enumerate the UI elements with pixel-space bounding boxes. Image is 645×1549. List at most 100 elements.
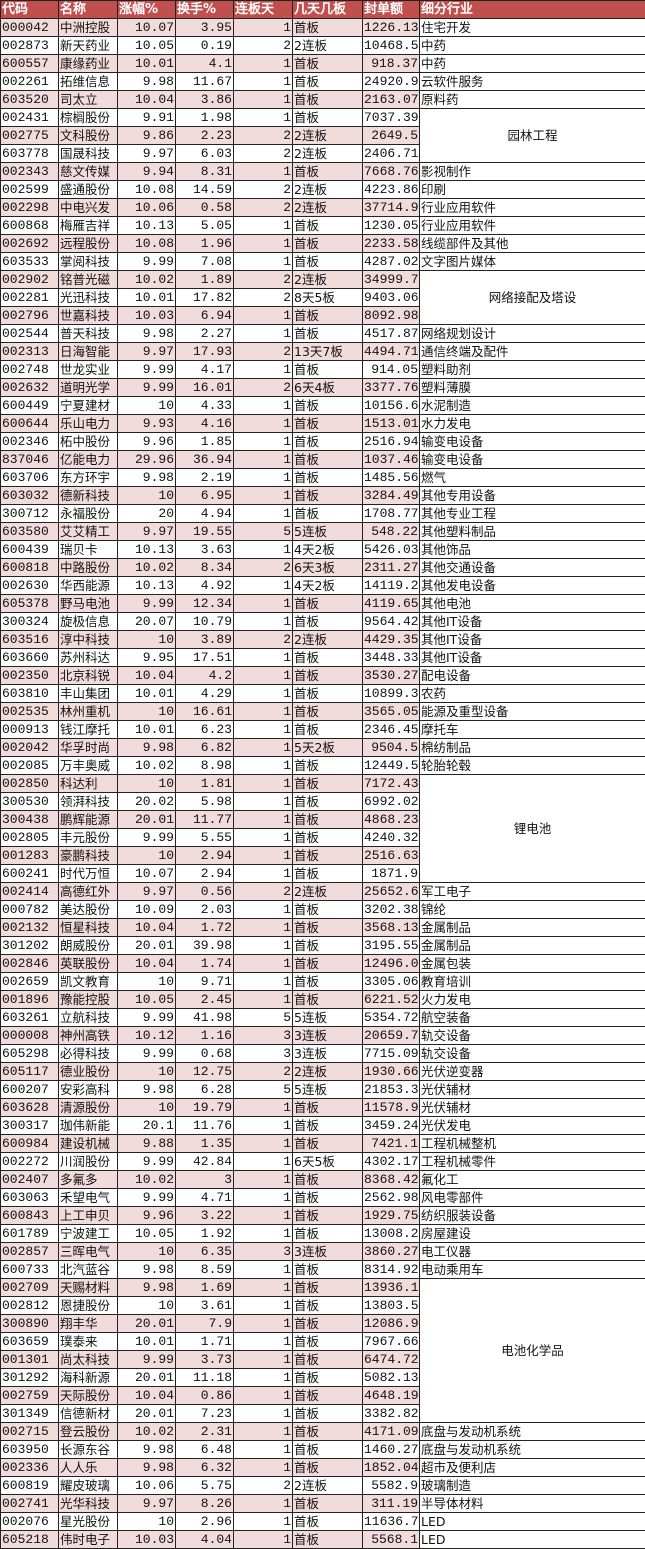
table-row[interactable]: 605117 德业股份 10 12.75 2 2连板 1930.66 光伏逆变器 [0, 1062, 645, 1081]
table-row[interactable]: 002535 林州重机 10 16.61 1 首板 3565.05 能源及重型设备 [0, 702, 645, 721]
table-row[interactable]: 600644 乐山电力 9.93 4.16 1 首板 1513.01 水力发电 [0, 414, 645, 433]
table-row[interactable]: 001896 豫能控股 10.05 2.45 1 首板 6221.52 火力发电 [0, 990, 645, 1009]
table-row[interactable]: 002350 北京科锐 10.04 4.2 1 首板 3530.27 配电设备 [0, 666, 645, 685]
table-row[interactable]: 002748 世龙实业 9.99 4.17 1 首板 914.05 塑料助剂 [0, 360, 645, 379]
table-row[interactable]: 603261 立航科技 9.99 41.98 5 5连板 5354.72 航空装备 [0, 1008, 645, 1027]
table-row[interactable]: 600241 时代万恒 10.07 2.94 1 首板 1871.9 [0, 864, 645, 883]
table-row[interactable]: 002599 盛通股份 10.08 14.59 2 2连板 4223.86 印刷 [0, 180, 645, 199]
table-row[interactable]: 600733 北汽蓝谷 9.98 8.59 1 首板 8314.92 电动乘用车 [0, 1260, 645, 1279]
table-row[interactable]: 002632 道明光学 9.99 16.01 2 6天4板 3377.76 塑料薄膜 [0, 378, 645, 397]
table-row[interactable]: 002343 慈文传媒 9.94 8.31 1 首板 7668.76 影视制作 [0, 162, 645, 181]
table-row[interactable]: 002336 人人乐 9.98 6.32 1 首板 1852.04 超市及便利店 [0, 1458, 645, 1477]
table-row[interactable]: 603063 禾望电气 9.99 4.71 1 首板 2562.98 风电零部件 [0, 1188, 645, 1207]
table-row[interactable]: 002715 登云股份 10.02 2.31 1 首板 4171.09 底盘与发动机系统 [0, 1422, 645, 1441]
table-row[interactable]: 603950 长源东谷 9.98 6.48 1 首板 1460.27 底盘与发动机系统 [0, 1440, 645, 1459]
table-row[interactable]: 300317 珈伟新能 20.1 11.76 1 首板 3459.24 光伏发电 [0, 1116, 645, 1135]
stock-name-cell: 丰山集团 [58, 684, 118, 703]
seal-amount-cell: 5426.03 [362, 540, 420, 559]
table-row[interactable]: 000782 美达股份 10.09 2.03 1 首板 3202.38 锦纶 [0, 900, 645, 919]
turnover-pct-cell: 4.71 [175, 1188, 234, 1207]
table-row[interactable]: 603778 国晟科技 9.97 6.03 2 2连板 2406.71 [0, 144, 645, 163]
table-row[interactable]: 002407 多氟多 10.02 3 1 首板 8368.42 氟化工 [0, 1170, 645, 1189]
table-row[interactable]: 002741 光华科技 9.97 8.26 1 首板 311.19 半导体材料 [0, 1494, 645, 1513]
table-row[interactable]: 600819 耀皮玻璃 10.06 5.75 2 2连板 5582.9 玻璃制造 [0, 1476, 645, 1495]
header-industry[interactable]: 细分行业 [419, 0, 645, 19]
table-row[interactable]: 603533 掌阅科技 9.99 7.08 1 首板 4287.02 文字图片媒体 [0, 252, 645, 271]
table-row[interactable]: 001301 尚太科技 9.99 3.73 1 首板 6474.72 [0, 1350, 645, 1369]
table-row[interactable]: 605378 野马电池 9.99 12.34 1 首板 4119.65 其他电池 [0, 594, 645, 613]
header-seal-amount[interactable]: 封单额 [362, 0, 420, 19]
header-name[interactable]: 名称 [58, 0, 118, 19]
table-row[interactable]: 002850 科达利 10 1.81 1 首板 7172.43 锂电池 [0, 774, 645, 883]
table-row[interactable]: 002346 柘中股份 9.96 1.85 1 首板 2516.94 输变电设备 [0, 432, 645, 451]
table-row[interactable]: 600984 建设机械 9.88 1.35 1 首板 7421.1 工程机械整机 [0, 1134, 645, 1153]
header-board-count[interactable]: 几天几板 [292, 0, 363, 19]
table-row[interactable]: 000913 钱江摩托 10.01 6.23 1 首板 2346.45 摩托车 [0, 720, 645, 739]
header-change-pct[interactable]: 涨幅% [117, 0, 176, 19]
table-row[interactable]: 002272 川润股份 9.99 42.84 1 6天5板 4302.17 工程机械零件 [0, 1152, 645, 1171]
board-count-cell: 首板 [292, 720, 363, 739]
table-row[interactable]: 002281 光迅科技 10.01 17.82 2 8天5板 9403.06 [0, 288, 645, 307]
table-row[interactable]: 603580 艾艾精工 9.97 19.55 5 5连板 548.22 其他塑料制品 [0, 522, 645, 541]
table-row[interactable]: 603660 苏州科达 9.95 17.51 1 首板 3448.33 其他IT设备 [0, 648, 645, 667]
table-row[interactable]: 600868 梅雁吉祥 10.13 5.05 1 首板 1230.05 行业应用软件 [0, 216, 645, 235]
industry-cell: 云软件服务 [419, 72, 645, 91]
header-consecutive-days[interactable]: 连板天 [233, 0, 293, 19]
table-row[interactable]: 002775 文科股份 9.86 2.23 2 2连板 2649.5 [0, 126, 645, 145]
table-row[interactable]: 301202 朗威股份 20.01 39.98 1 首板 3195.55 金属制品 [0, 936, 645, 955]
table-row[interactable]: 000042 中洲控股 10.07 3.95 1 首板 1226.13 住宅开发 [0, 18, 645, 37]
table-row[interactable]: 002659 凯文教育 10 9.71 1 首板 3305.06 教育培训 [0, 972, 645, 991]
table-row[interactable]: 300324 旋极信息 20.07 10.79 1 首板 9564.42 其他IT设备 [0, 612, 645, 631]
table-row[interactable]: 002313 日海智能 9.97 17.93 2 13天7板 4494.71 通信终端及配件 [0, 342, 645, 361]
header-code[interactable]: 代码 [0, 0, 59, 19]
table-row[interactable]: 002796 世嘉科技 10.03 6.94 1 首板 8092.98 [0, 306, 645, 325]
table-row[interactable]: 603516 淳中科技 10 3.89 2 2连板 4429.35 其他IT设备 [0, 630, 645, 649]
table-row[interactable]: 002857 三晖电气 10 6.35 3 3连板 3860.27 电工仪器 [0, 1242, 645, 1261]
board-count-cell: 首板 [292, 1278, 363, 1297]
table-row[interactable]: 002431 棕榈股份 9.91 1.98 1 首板 7037.39 园林工程 [0, 108, 645, 163]
table-row[interactable]: 002132 恒星科技 10.04 1.72 1 首板 3568.13 金属制品 [0, 918, 645, 937]
table-row[interactable]: 002873 新天药业 10.05 0.19 2 2连板 10468.5 中药 [0, 36, 645, 55]
table-row[interactable]: 603520 司太立 10.04 3.86 1 首板 2163.07 原料药 [0, 90, 645, 109]
table-row[interactable]: 603706 东方环宇 9.98 2.19 1 首板 1485.56 燃气 [0, 468, 645, 487]
table-row[interactable]: 600843 上工申贝 9.96 3.22 1 首板 1929.75 纺织服装设备 [0, 1206, 645, 1225]
table-row[interactable]: 600557 康缘药业 10.01 4.1 1 首板 918.37 中药 [0, 54, 645, 73]
table-row[interactable]: 837046 亿能电力 29.96 36.94 1 首板 1037.46 输变电设备 [0, 450, 645, 469]
consecutive-days-cell: 1 [233, 594, 293, 613]
table-row[interactable]: 002692 远程股份 10.08 1.96 1 首板 2233.58 线缆部件及其他 [0, 234, 645, 253]
table-row[interactable]: 301349 信德新材 20.01 7.23 1 首板 3382.82 [0, 1404, 645, 1423]
table-row[interactable]: 605298 必得科技 9.99 0.68 3 3连板 7715.09 轨交设备 [0, 1044, 645, 1063]
table-row[interactable]: 002042 华孚时尚 9.98 6.82 1 5天2板 9504.5 棉纺制品 [0, 738, 645, 757]
table-row[interactable]: 002544 普天科技 9.98 2.27 1 首板 4517.87 网络规划设计 [0, 324, 645, 343]
table-row[interactable]: 600439 瑞贝卡 10.13 3.63 1 4天2板 5426.03 其他饰品 [0, 540, 645, 559]
stock-name-cell: 长源东谷 [58, 1440, 118, 1459]
table-row[interactable]: 300712 永福股份 20 4.94 1 首板 1708.77 其他专业工程 [0, 504, 645, 523]
table-row[interactable]: 605218 伟时电子 10.03 4.04 1 首板 5568.1 LED [0, 1530, 645, 1549]
table-row[interactable]: 002709 天赐材料 9.98 1.69 1 首板 13936.1 电池化学品 [0, 1278, 645, 1423]
table-row[interactable]: 300530 领湃科技 20.02 5.98 1 首板 6992.02 [0, 792, 645, 811]
table-row[interactable]: 600818 中路股份 10.02 8.34 2 6天3板 2311.27 其他交通设备 [0, 558, 645, 577]
header-turnover-pct[interactable]: 换手% [175, 0, 234, 19]
stock-name-cell: 翔丰华 [58, 1314, 118, 1333]
table-row[interactable]: 002759 天际股份 10.04 0.86 1 首板 4648.19 [0, 1386, 645, 1405]
change-pct-cell: 10.01 [117, 720, 176, 739]
table-row[interactable]: 603032 德新科技 10 6.95 1 首板 3284.49 其他专用设备 [0, 486, 645, 505]
table-row[interactable]: 001283 豪鹏科技 10 2.94 1 首板 2516.63 [0, 846, 645, 865]
table-row[interactable]: 300438 鹏辉能源 20.01 11.77 1 首板 4868.23 [0, 810, 645, 829]
